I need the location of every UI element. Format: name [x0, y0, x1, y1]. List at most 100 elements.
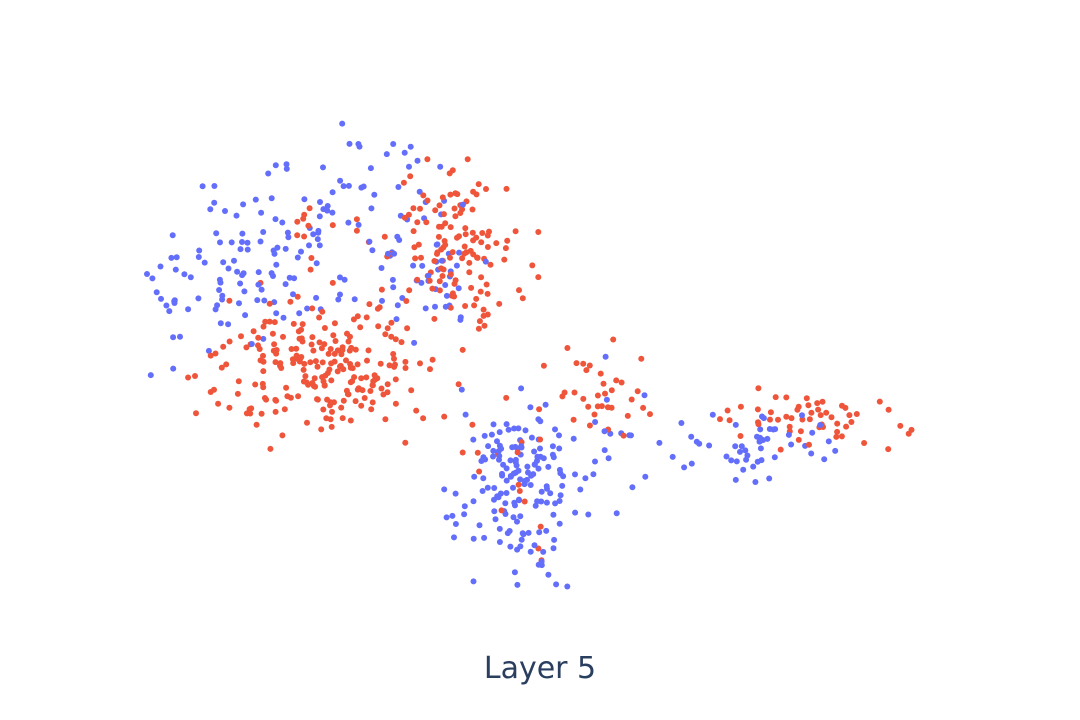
red-point — [332, 338, 339, 344]
blue-point — [280, 314, 287, 321]
blue-point — [239, 230, 246, 237]
red-point — [185, 374, 192, 381]
red-point — [477, 288, 484, 295]
red-point — [496, 300, 503, 307]
red-point — [314, 363, 321, 370]
red-point — [737, 403, 744, 410]
red-point — [473, 295, 480, 302]
red-point — [455, 381, 462, 388]
red-point — [634, 388, 641, 395]
blue-point — [237, 246, 244, 253]
blue-point — [543, 527, 550, 534]
red-point — [475, 325, 482, 332]
blue-point — [517, 543, 524, 550]
blue-point — [572, 509, 579, 516]
blue-point — [592, 419, 599, 425]
red-point — [537, 436, 544, 443]
blue-point — [252, 196, 259, 203]
blue-point — [514, 581, 521, 588]
blue-point — [628, 432, 634, 439]
blue-point — [496, 429, 503, 436]
red-point — [468, 284, 475, 291]
blue-point — [723, 453, 730, 460]
red-point — [438, 246, 445, 253]
red-point — [819, 398, 826, 405]
red-point — [406, 287, 413, 294]
red-point — [571, 389, 578, 396]
blue-point — [368, 205, 375, 212]
red-point — [392, 400, 399, 407]
blue-point — [171, 297, 178, 304]
red-point — [365, 347, 372, 354]
red-point — [570, 416, 577, 423]
blue-point — [500, 461, 507, 468]
red-point — [640, 404, 647, 411]
blue-point — [602, 353, 609, 360]
blue-point — [181, 271, 188, 278]
blue-point — [401, 149, 408, 156]
red-point — [459, 346, 466, 353]
red-point — [316, 314, 323, 321]
red-point — [316, 339, 323, 346]
red-point — [484, 232, 491, 239]
blue-point — [510, 470, 517, 477]
blue-point — [449, 512, 456, 519]
blue-point — [490, 453, 496, 460]
blue-point — [531, 448, 538, 455]
blue-point — [170, 365, 177, 372]
red-point — [377, 360, 384, 367]
blue-point — [369, 247, 376, 254]
red-point — [259, 380, 266, 387]
red-point — [466, 259, 473, 266]
blue-point — [273, 261, 280, 268]
red-point — [287, 298, 294, 305]
blue-point — [480, 454, 487, 461]
blue-point — [187, 274, 194, 281]
blue-point — [481, 432, 488, 439]
blue-point — [757, 426, 764, 433]
red-point — [726, 417, 733, 424]
red-point — [353, 227, 360, 234]
blue-point — [391, 250, 398, 257]
blue-point — [304, 305, 311, 312]
blue-point — [239, 239, 245, 245]
red-point — [594, 392, 601, 399]
red-point — [846, 412, 853, 419]
blue-point — [678, 420, 685, 426]
red-point — [573, 360, 580, 367]
red-point — [440, 211, 447, 218]
blue-point — [549, 443, 556, 450]
red-point — [403, 298, 410, 304]
red-point — [331, 320, 338, 327]
blue-point — [471, 473, 478, 480]
red-point — [226, 338, 233, 345]
blue-point — [515, 496, 522, 503]
red-point — [273, 347, 280, 353]
red-point — [325, 350, 332, 357]
blue-point — [419, 262, 426, 269]
blue-point — [313, 260, 320, 267]
red-point — [307, 266, 314, 273]
blue-point — [260, 229, 267, 235]
blue-point — [592, 458, 598, 465]
blue-point — [754, 458, 761, 465]
blue-point — [525, 529, 532, 536]
red-point — [843, 423, 850, 430]
red-point — [755, 385, 762, 392]
red-point — [755, 419, 761, 426]
red-point — [363, 374, 370, 381]
red-point — [218, 364, 225, 371]
blue-point — [285, 234, 292, 241]
blue-point — [228, 239, 235, 246]
blue-point — [507, 457, 514, 464]
red-point — [795, 436, 802, 443]
blue-point — [513, 462, 520, 469]
red-point — [647, 411, 653, 418]
blue-point — [213, 230, 220, 237]
blue-point — [557, 492, 564, 499]
red-point — [263, 396, 270, 403]
red-point — [412, 255, 419, 262]
red-point — [462, 225, 469, 232]
red-point — [457, 210, 464, 216]
blue-point — [552, 500, 559, 507]
